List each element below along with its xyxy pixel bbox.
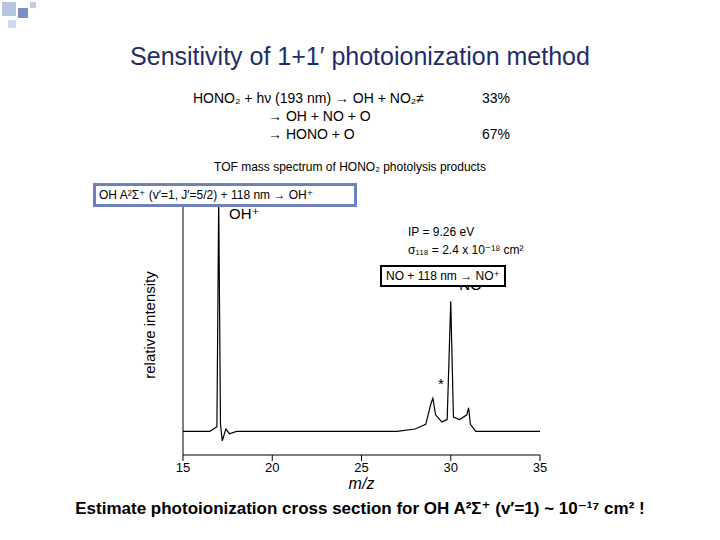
svg-text:*: * xyxy=(438,375,444,392)
html-text:TOF mass spectrum of HONO₂ pho: TOF mass spectrum of HONO₂ photolysis pr… xyxy=(214,160,486,174)
html-text:67%: 67% xyxy=(482,126,510,142)
svg-text:15: 15 xyxy=(176,460,190,475)
html-text:OH A²Σ⁺ (v′=1, J′=5/2) + 118 n: OH A²Σ⁺ (v′=1, J′=5/2) + 118 nm → OH⁺ xyxy=(99,188,314,202)
html-text:Estimate photoionization cross: Estimate photoionization cross section f… xyxy=(75,499,645,518)
svg-text:OH⁺: OH⁺ xyxy=(229,205,259,222)
html-text:33%: 33% xyxy=(482,90,510,106)
html-text:→ OH + NO + O: → OH + NO + O xyxy=(268,108,371,124)
svg-text:20: 20 xyxy=(265,460,279,475)
html-text:σ₁₁₈ = 2.4 x 10⁻¹⁸ cm²: σ₁₁₈ = 2.4 x 10⁻¹⁸ cm² xyxy=(408,243,524,257)
svg-text:relative intensity: relative intensity xyxy=(141,271,158,379)
svg-text:30: 30 xyxy=(444,460,458,475)
html-text:HONO₂ + hν (193 nm) → OH + NO₂: HONO₂ + hν (193 nm) → OH + NO₂≠ xyxy=(193,90,424,106)
svg-text:25: 25 xyxy=(354,460,368,475)
html-text:NO + 118 nm → NO⁺: NO + 118 nm → NO⁺ xyxy=(386,269,500,283)
html-text:Sensitivity of 1+1′ photoioniz: Sensitivity of 1+1′ photoionization meth… xyxy=(130,42,590,70)
html-text:IP = 9.26 eV: IP = 9.26 eV xyxy=(408,225,475,239)
html-text:→ HONO + O: → HONO + O xyxy=(268,126,355,142)
svg-text:m/z: m/z xyxy=(349,475,375,492)
svg-text:35: 35 xyxy=(533,460,547,475)
